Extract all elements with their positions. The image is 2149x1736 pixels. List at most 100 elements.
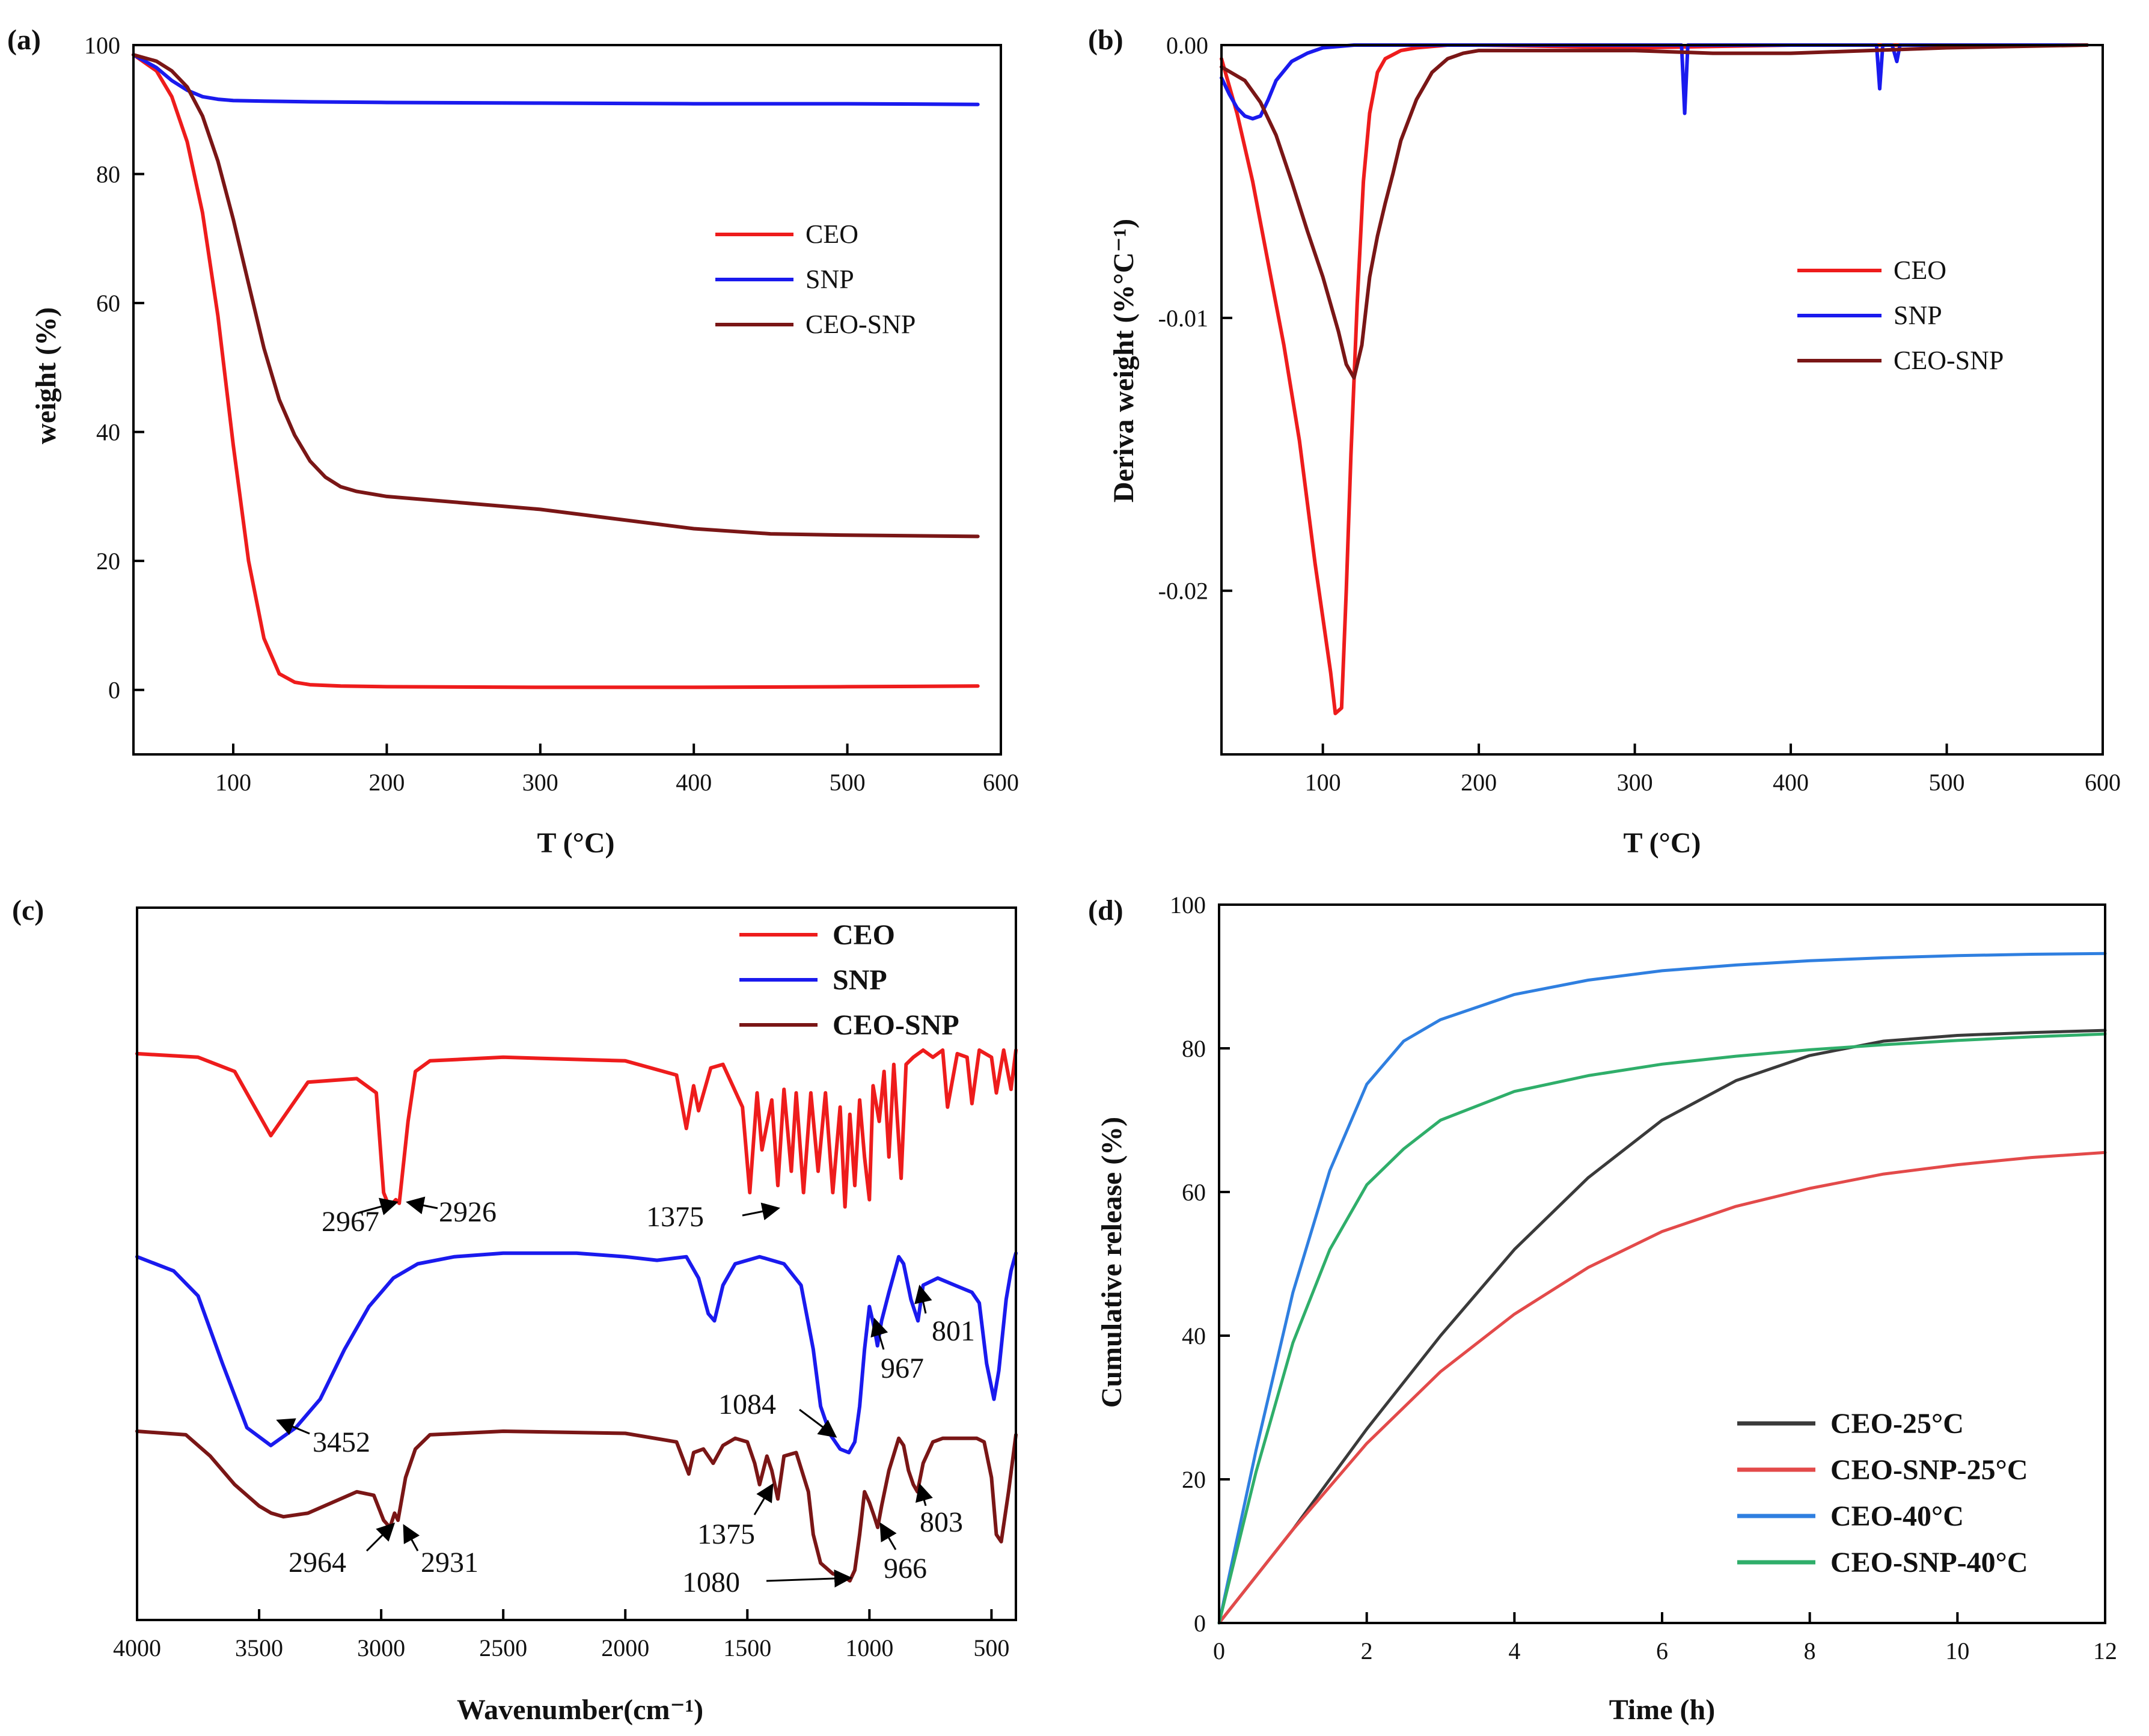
- x-tick-label: 300: [1617, 769, 1653, 796]
- legend-label-snp: SNP: [833, 964, 887, 996]
- peak-arrow-2967: [357, 1197, 399, 1215]
- x-axis-title-c: Wavenumber(cm⁻¹): [457, 1694, 703, 1726]
- peak-label-1375-ceo-snp: 1375: [697, 1518, 755, 1550]
- y-tick-label: 100: [1170, 891, 1206, 918]
- y-tick-label: 80: [96, 161, 120, 188]
- panel-label-c: (c): [12, 894, 44, 926]
- x-tick-label: 4000: [113, 1634, 161, 1661]
- y-tick-label: -0.01: [1158, 305, 1208, 332]
- x-tick-label: 600: [2085, 769, 2121, 796]
- peak-label-1080: 1080: [682, 1566, 740, 1598]
- x-tick-label: 600: [983, 769, 1019, 796]
- plot-frame-a: [132, 44, 1002, 756]
- panel-label-b: (b): [1088, 24, 1123, 56]
- peak-arrow-1375-ceo-snp: [753, 1483, 774, 1515]
- legend-label-ceo: CEO: [1894, 255, 1946, 285]
- plot-frame-b: [1220, 44, 2104, 756]
- peak-arrow-966: [879, 1522, 897, 1550]
- panel-label-d: (d): [1088, 894, 1123, 926]
- panel-c: (c) 4000 3500 3000 2500 2000 1500 1000 500 Wave…: [12, 894, 1018, 1726]
- peak-label-2926: 2926: [439, 1196, 497, 1228]
- peak-label-2964: 2964: [289, 1547, 346, 1579]
- x-tick-label: 12: [2093, 1637, 2117, 1664]
- x-tick-label: 6: [1656, 1637, 1668, 1664]
- legend-label-ceo-snp-25: CEO-SNP-25°C: [1830, 1454, 2028, 1486]
- peak-label-967: 967: [881, 1352, 924, 1384]
- x-tick-label: 10: [1945, 1637, 1969, 1664]
- series-line-ceo-snp: [1220, 43, 2089, 380]
- peak-arrow-1375-ceo: [742, 1202, 780, 1221]
- legend-label-ceo: CEO: [805, 219, 858, 249]
- series-line-ceo-25-c: [1217, 1028, 2107, 1625]
- x-tick-label: 2500: [479, 1634, 527, 1661]
- x-tick-label: 500: [1929, 769, 1965, 796]
- x-axis-title-a: T (°C): [537, 827, 615, 859]
- y-tick-label: 80: [1182, 1035, 1206, 1062]
- legend-c: CEO SNP CEO-SNP: [739, 919, 959, 1041]
- series-line-ceo-snp-25-c: [1217, 1151, 2107, 1625]
- panel-label-a: (a): [7, 24, 41, 56]
- y-tick-label: 20: [96, 548, 120, 575]
- x-tick-label: 500: [973, 1634, 1009, 1661]
- peak-arrow-2926: [406, 1196, 438, 1215]
- peak-label-803: 803: [920, 1506, 963, 1538]
- legend-label-snp: SNP: [805, 264, 854, 294]
- x-tick-label: 200: [1461, 769, 1497, 796]
- legend-label-ceo-40: CEO-40°C: [1830, 1500, 1964, 1532]
- panel-d: (d) 0 2 4 6 8 10 12 0 20 40 60 80 100 Time (h) Cumu…: [1088, 891, 2117, 1726]
- y-axis-title-b: Deriva weight (%°C⁻¹): [1108, 219, 1140, 503]
- x-tick-label: 200: [368, 769, 405, 796]
- series-line-ceo-snp: [132, 53, 980, 539]
- x-axis-title-b: T (°C): [1624, 827, 1701, 859]
- y-axis-title-d: Cumulative release (%): [1096, 1117, 1128, 1408]
- series-line-snp: [132, 53, 980, 106]
- legend-label-ceo-snp-40: CEO-SNP-40°C: [1830, 1547, 2028, 1579]
- x-tick-label: 8: [1804, 1637, 1816, 1664]
- x-tick-label: 100: [215, 769, 251, 796]
- panel-a: (a) 100 200 300 400 500 600 0 20 40 60 80 100 T (°…: [7, 24, 1019, 859]
- peak-annotations: 2967 2926 1375 801 967 3452 1084 1375 80…: [276, 1196, 975, 1598]
- legend-b: CEO SNP CEO-SNP: [1797, 255, 2004, 375]
- legend-label-ceo-snp: CEO-SNP: [833, 1009, 959, 1041]
- x-tick-label: 0: [1213, 1637, 1225, 1664]
- legend-label-ceo: CEO: [833, 919, 895, 951]
- x-tick-label: 1000: [845, 1634, 893, 1661]
- peak-label-801: 801: [932, 1315, 975, 1347]
- legend-a: CEO SNP CEO-SNP: [715, 219, 916, 339]
- peak-arrow-1080: [766, 1569, 852, 1588]
- series-line-ceo: [132, 53, 980, 689]
- peak-arrow-1084: [799, 1408, 837, 1438]
- x-tick-label: 300: [522, 769, 558, 796]
- peak-label-1084: 1084: [718, 1389, 776, 1420]
- x-tick-label: 400: [676, 769, 712, 796]
- legend-label-ceo-25: CEO-25°C: [1830, 1408, 1964, 1440]
- series-line-ceo: [1220, 43, 2089, 715]
- x-tick-label: 3000: [357, 1634, 405, 1661]
- peak-arrow-3452: [276, 1418, 310, 1435]
- x-axis-title-d: Time (h): [1609, 1694, 1715, 1726]
- peak-label-966: 966: [884, 1553, 927, 1585]
- y-tick-label: 20: [1182, 1466, 1206, 1493]
- x-tick-label: 400: [1773, 769, 1809, 796]
- legend-d: CEO-25°C CEO-SNP-25°C CEO-40°C CEO-SNP-4…: [1737, 1408, 2028, 1579]
- panel-b: (b) 100 200 300 400 500 600 0.00 -0.01 -0.02 T …: [1088, 24, 2121, 859]
- x-tick-label: 2: [1361, 1637, 1373, 1664]
- x-tick-label: 2000: [601, 1634, 649, 1661]
- peak-arrow-2931: [403, 1524, 420, 1551]
- peak-label-1375-ceo: 1375: [646, 1201, 704, 1233]
- plot-frame-d: [1218, 903, 2106, 1624]
- series-line-ceo: [135, 1048, 1018, 1209]
- y-tick-label: -0.02: [1158, 578, 1208, 605]
- x-tick-label: 1500: [723, 1634, 771, 1661]
- y-tick-label: 0: [108, 677, 120, 704]
- series-line-ceo-snp: [135, 1429, 1018, 1583]
- y-tick-label: 60: [1182, 1179, 1206, 1206]
- legend-label-ceo-snp: CEO-SNP: [805, 310, 916, 339]
- x-tick-label: 3500: [235, 1634, 283, 1661]
- legend-label-snp: SNP: [1894, 301, 1942, 330]
- y-tick-label: 0.00: [1166, 32, 1208, 59]
- peak-arrow-967: [870, 1318, 888, 1350]
- series-line-ceo-40-c: [1217, 952, 2107, 1625]
- peak-arrow-2964: [365, 1522, 396, 1552]
- legend-label-ceo-snp: CEO-SNP: [1894, 346, 2004, 375]
